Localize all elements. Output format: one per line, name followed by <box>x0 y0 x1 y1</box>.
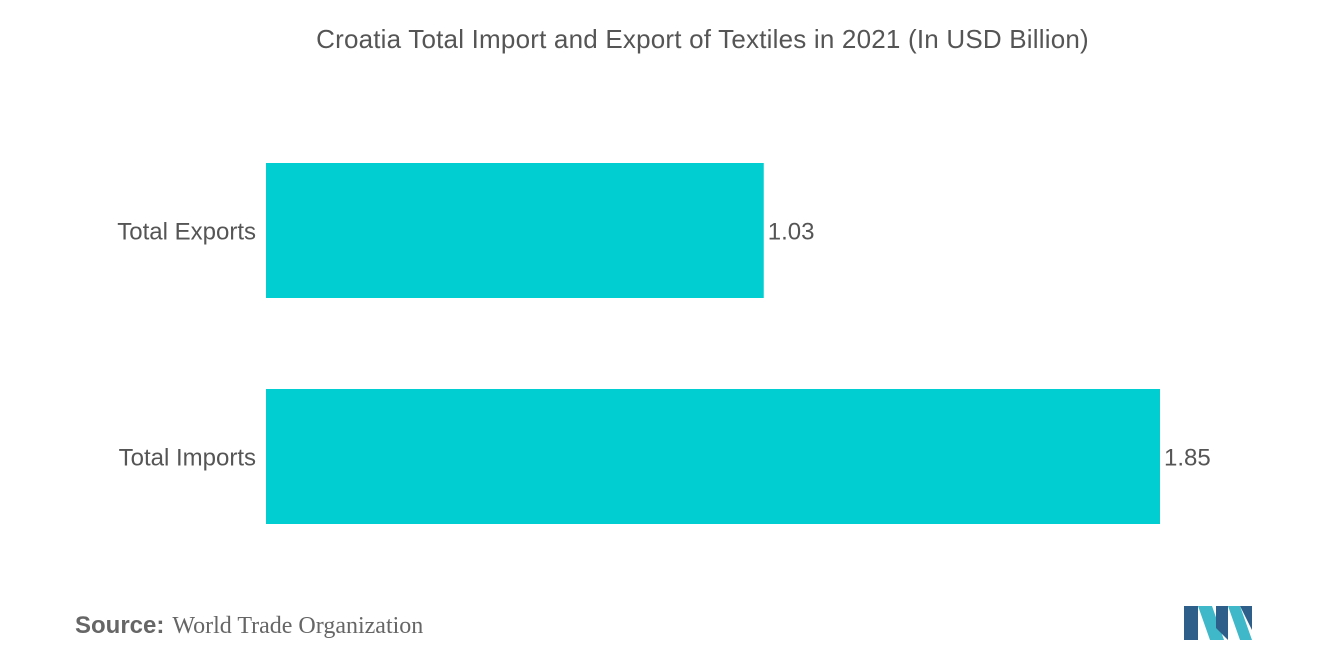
bar-total-imports <box>266 389 1160 524</box>
source-note: Source: World Trade Organization <box>75 612 423 640</box>
bar-total-exports <box>266 163 764 298</box>
chart-title: Croatia Total Import and Export of Texti… <box>316 24 1089 54</box>
category-label: Total Imports <box>119 445 256 472</box>
data-label: 1.03 <box>768 219 815 246</box>
category-label: Total Exports <box>117 219 256 246</box>
source-text: World Trade Organization <box>172 613 424 639</box>
source-label: Source: <box>75 612 165 639</box>
mordor-intelligence-logo-icon <box>1184 606 1252 640</box>
data-label: 1.85 <box>1164 445 1211 472</box>
bars-layer: Total Exports 1.03 Total Imports 1.85 <box>117 163 1211 524</box>
